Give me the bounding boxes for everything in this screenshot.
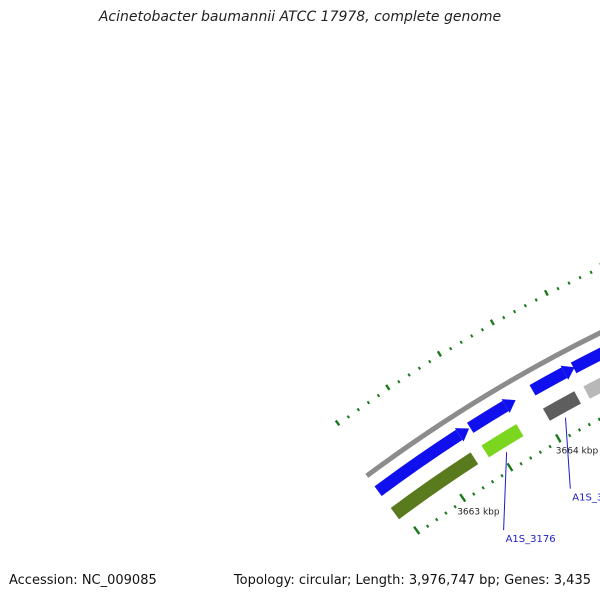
tick-mark	[568, 433, 572, 438]
tick-mark	[578, 275, 582, 280]
tick-mark	[567, 281, 571, 285]
tick-mark	[587, 422, 591, 427]
gene-label: A1S_3176	[506, 534, 556, 545]
tick-mark	[453, 504, 457, 509]
tick-mark	[435, 517, 439, 522]
tick-mark	[555, 433, 562, 443]
tick-mark	[543, 289, 549, 297]
forward-gene-arrow-tip	[560, 365, 575, 380]
forward-gene-arrow	[529, 367, 568, 396]
tick-mark	[538, 450, 543, 455]
cog-feature-arc	[583, 377, 600, 399]
kbp-tick-label: 3664 kbp	[556, 447, 599, 457]
tick-mark	[489, 319, 495, 326]
gene-leader-line	[565, 417, 571, 489]
tick-mark	[519, 461, 523, 466]
tick-mark	[417, 366, 422, 371]
tick-mark	[577, 428, 582, 432]
tick-mark	[523, 303, 527, 308]
cog-feature-arc	[390, 452, 479, 520]
tick-mark	[407, 373, 411, 377]
backbone	[365, 330, 600, 478]
gene-label: A1S_3177	[572, 493, 600, 504]
cog-feature-arc	[542, 391, 581, 421]
kbp-tick-label: 3663 kbp	[457, 507, 500, 517]
outer-ticks	[334, 263, 600, 427]
topology-text: Topology: circular; Length: 3,976,747 bp…	[233, 573, 591, 588]
tick-mark	[397, 379, 401, 384]
tick-mark	[376, 393, 381, 398]
tick-mark	[490, 479, 495, 484]
tick-mark	[459, 493, 467, 503]
tick-mark	[589, 270, 593, 275]
tick-mark	[425, 524, 430, 528]
tick-mark	[385, 384, 391, 391]
tick-mark	[449, 346, 453, 351]
tick-mark	[480, 327, 485, 332]
forward-gene-arrow-tip	[501, 399, 516, 413]
tick-mark	[470, 334, 474, 338]
forward-gene-arrow	[570, 347, 600, 374]
tick-mark	[506, 462, 514, 472]
tick-mark	[500, 473, 504, 478]
forward-gene-arrow	[466, 400, 509, 433]
tick-mark	[428, 359, 432, 364]
tick-mark	[534, 298, 538, 302]
tick-mark	[459, 340, 463, 345]
tick-mark	[436, 350, 443, 357]
backbone-ring	[365, 330, 600, 478]
tick-mark	[366, 400, 371, 405]
forward-genes	[374, 347, 600, 497]
tick-mark	[481, 486, 485, 490]
tick-mark	[444, 511, 448, 515]
tick-mark	[556, 286, 560, 291]
tick-mark	[413, 526, 421, 535]
forward-gene-arrow	[374, 429, 463, 497]
tick-mark	[512, 309, 517, 314]
tick-mark	[548, 444, 552, 449]
tick-mark	[334, 419, 341, 427]
tick-mark	[356, 407, 361, 412]
cog-features	[390, 377, 600, 520]
map-title: Acinetobacter baumannii ATCC 17978, comp…	[98, 9, 502, 25]
tick-mark	[346, 415, 351, 419]
cog-feature-arc	[481, 424, 524, 458]
accession-text: Accession: NC_009085	[9, 573, 157, 588]
tick-mark	[529, 456, 533, 460]
gene-labels: A1S_3176A1S_3177A1S_3178A1S_3179A1S_3180…	[503, 417, 600, 545]
gene-leader-line	[503, 452, 508, 531]
forward-gene-arrow-tip	[454, 428, 470, 442]
tick-mark	[472, 492, 476, 496]
inner-ticks	[413, 417, 600, 535]
tick-mark	[502, 315, 506, 320]
